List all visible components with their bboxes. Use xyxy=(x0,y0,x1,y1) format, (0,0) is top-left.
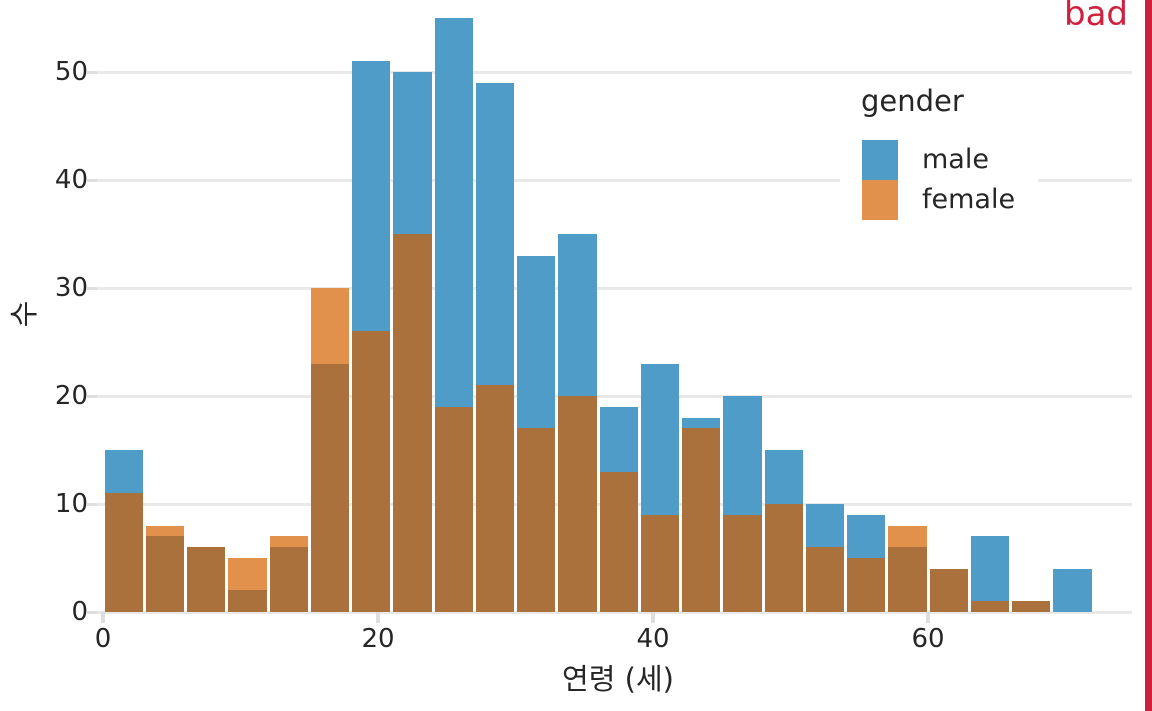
histogram-bar-male-33-36 xyxy=(558,234,597,396)
histogram-bar-male-48-51 xyxy=(764,450,803,504)
y-tick-label-10: 10 xyxy=(54,489,88,519)
histogram-bar-overlap-66-69 xyxy=(1012,601,1051,612)
gridline-y-40 xyxy=(95,178,1132,182)
gridline-y-50 xyxy=(95,70,1132,74)
histogram-bar-overlap-27-30 xyxy=(475,385,514,612)
histogram-bar-male-51-54 xyxy=(805,504,844,548)
right-accent-strip xyxy=(1145,0,1152,711)
histogram-bar-male-24-27 xyxy=(434,18,473,407)
y-tickmark-50 xyxy=(87,70,97,74)
histogram-bar-overlap-15-18 xyxy=(310,363,349,612)
x-tick-label-0: 0 xyxy=(94,624,112,654)
histogram-bar-male-69-72 xyxy=(1053,568,1092,612)
histogram-bar-overlap-57-60 xyxy=(888,547,927,612)
y-tick-label-20: 20 xyxy=(54,381,88,411)
gridline-y-30 xyxy=(95,286,1132,290)
histogram-bar-female-57-60 xyxy=(888,525,927,548)
x-axis-title: 연령 (세) xyxy=(562,662,674,696)
y-tickmark-10 xyxy=(87,502,97,506)
gridline-y-20 xyxy=(95,394,1132,398)
female-color-swatch xyxy=(862,180,898,220)
histogram-bar-male-27-30 xyxy=(475,82,514,386)
y-tickmark-0 xyxy=(87,610,97,614)
histogram-bar-female-15-18 xyxy=(310,288,349,364)
legend-title: gender xyxy=(861,84,964,118)
histogram-bar-female-3-6 xyxy=(145,525,184,537)
y-axis-title: 수 xyxy=(7,300,41,328)
histogram-bar-male-21-24 xyxy=(393,72,432,234)
histogram-bar-male-30-33 xyxy=(517,255,556,429)
histogram-bar-overlap-36-39 xyxy=(599,471,638,612)
histogram-bar-overlap-39-42 xyxy=(640,514,679,612)
histogram-bar-overlap-30-33 xyxy=(517,428,556,612)
histogram-bar-overlap-9-12 xyxy=(228,590,267,612)
legend-label-male: male xyxy=(922,144,989,175)
legend-label-female: female xyxy=(922,184,1016,215)
histogram-bar-overlap-12-15 xyxy=(269,547,308,612)
x-tickmark-20 xyxy=(376,612,380,623)
gridline-y-0 xyxy=(95,610,1132,614)
x-tick-label-40: 40 xyxy=(636,624,670,654)
y-tickmark-40 xyxy=(87,178,97,182)
male-color-swatch xyxy=(862,140,898,180)
y-tick-label-30: 30 xyxy=(54,273,88,303)
x-tick-label-60: 60 xyxy=(911,624,945,654)
y-tick-label-0: 0 xyxy=(71,597,88,627)
histogram-bar-male-45-48 xyxy=(723,396,762,515)
histogram-bar-female-9-12 xyxy=(228,558,267,591)
histogram-bar-overlap-24-27 xyxy=(434,406,473,612)
y-tick-label-50: 50 xyxy=(54,57,88,87)
histogram-bar-overlap-48-51 xyxy=(764,504,803,612)
annotation-bad: bad xyxy=(1064,0,1128,34)
legend: gender male female xyxy=(840,80,1038,232)
x-tickmark-40 xyxy=(651,612,655,623)
histogram-bar-overlap-33-36 xyxy=(558,396,597,612)
histogram-bar-male-54-57 xyxy=(847,514,886,558)
histogram-bar-female-12-15 xyxy=(269,536,308,548)
histogram-bar-male-0-3 xyxy=(104,450,143,494)
histogram-bar-overlap-60-63 xyxy=(929,568,968,612)
x-tickmark-60 xyxy=(926,612,930,623)
histogram-bar-overlap-54-57 xyxy=(847,558,886,612)
histogram-bar-overlap-63-66 xyxy=(970,601,1009,612)
histogram-bar-male-36-39 xyxy=(599,406,638,472)
histogram-bar-overlap-51-54 xyxy=(805,547,844,612)
x-tick-label-20: 20 xyxy=(361,624,395,654)
histogram-bar-overlap-18-21 xyxy=(352,331,391,612)
y-tickmark-30 xyxy=(87,286,97,290)
histogram-bar-male-39-42 xyxy=(640,363,679,515)
histogram-bar-overlap-21-24 xyxy=(393,234,432,612)
histogram-bar-overlap-45-48 xyxy=(723,514,762,612)
histogram-bar-overlap-6-9 xyxy=(187,547,226,612)
histogram-bar-male-18-21 xyxy=(352,61,391,332)
y-tick-label-40: 40 xyxy=(54,165,88,195)
y-tickmark-20 xyxy=(87,394,97,398)
x-tickmark-0 xyxy=(101,612,105,623)
histogram-bar-overlap-0-3 xyxy=(104,493,143,612)
histogram-bar-male-63-66 xyxy=(970,536,1009,602)
histogram-bar-overlap-42-45 xyxy=(682,428,721,612)
histogram-bar-overlap-3-6 xyxy=(145,536,184,612)
histogram-bar-male-42-45 xyxy=(682,417,721,429)
